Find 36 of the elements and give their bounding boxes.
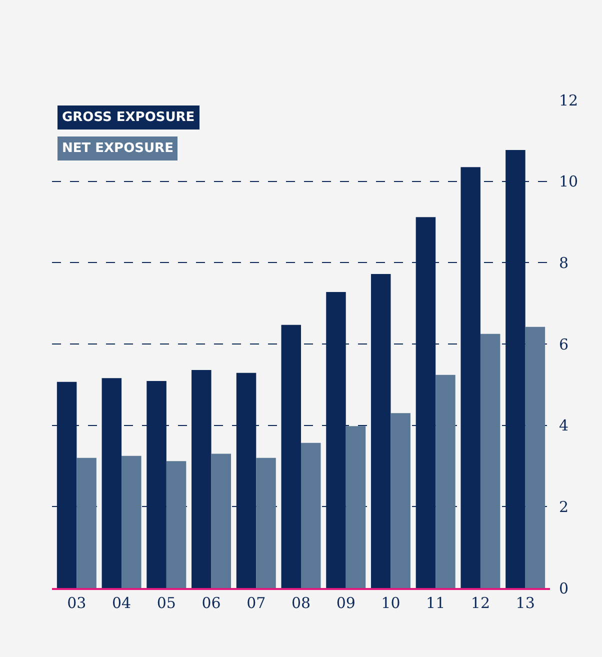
y-tick-label: 2: [559, 498, 569, 516]
bar: [281, 324, 301, 588]
bar: [122, 456, 142, 588]
bar: [76, 458, 96, 588]
x-tick-label: 13: [516, 594, 535, 612]
y-tick-label: 12: [559, 91, 578, 110]
y-tick-label: 6: [559, 335, 569, 354]
bar: [211, 454, 232, 588]
x-tick-label: 04: [112, 594, 132, 612]
bar: [460, 167, 480, 588]
bar: [436, 374, 456, 588]
bar: [102, 378, 122, 588]
bar: [166, 461, 186, 588]
bar: [346, 426, 366, 588]
x-tick-label: 11: [426, 594, 446, 612]
y-tick-label: 10: [559, 172, 578, 191]
text: GROSS EXPOSURE: [62, 110, 195, 125]
bar: [370, 274, 391, 588]
text: NET EXPOSURE: [62, 141, 174, 156]
x-tick-label: 09: [336, 594, 356, 612]
y-tick-label: 8: [559, 254, 569, 272]
x-tick-label: 03: [67, 594, 86, 612]
y-tick-label: 4: [559, 416, 569, 435]
x-tick-label: 10: [381, 594, 400, 612]
x-tick-label: 08: [291, 594, 311, 612]
x-tick-label: 07: [246, 594, 266, 612]
bar: [256, 458, 276, 588]
bar: [390, 413, 410, 588]
x-tick-label: 12: [470, 594, 490, 612]
bar: [480, 334, 500, 588]
x-tick-label: 06: [202, 594, 221, 612]
bar: [525, 326, 546, 588]
bar: [301, 442, 321, 588]
x-tick-label: 05: [156, 594, 176, 612]
bar: [192, 370, 212, 588]
y-tick-label: 0: [559, 579, 569, 598]
